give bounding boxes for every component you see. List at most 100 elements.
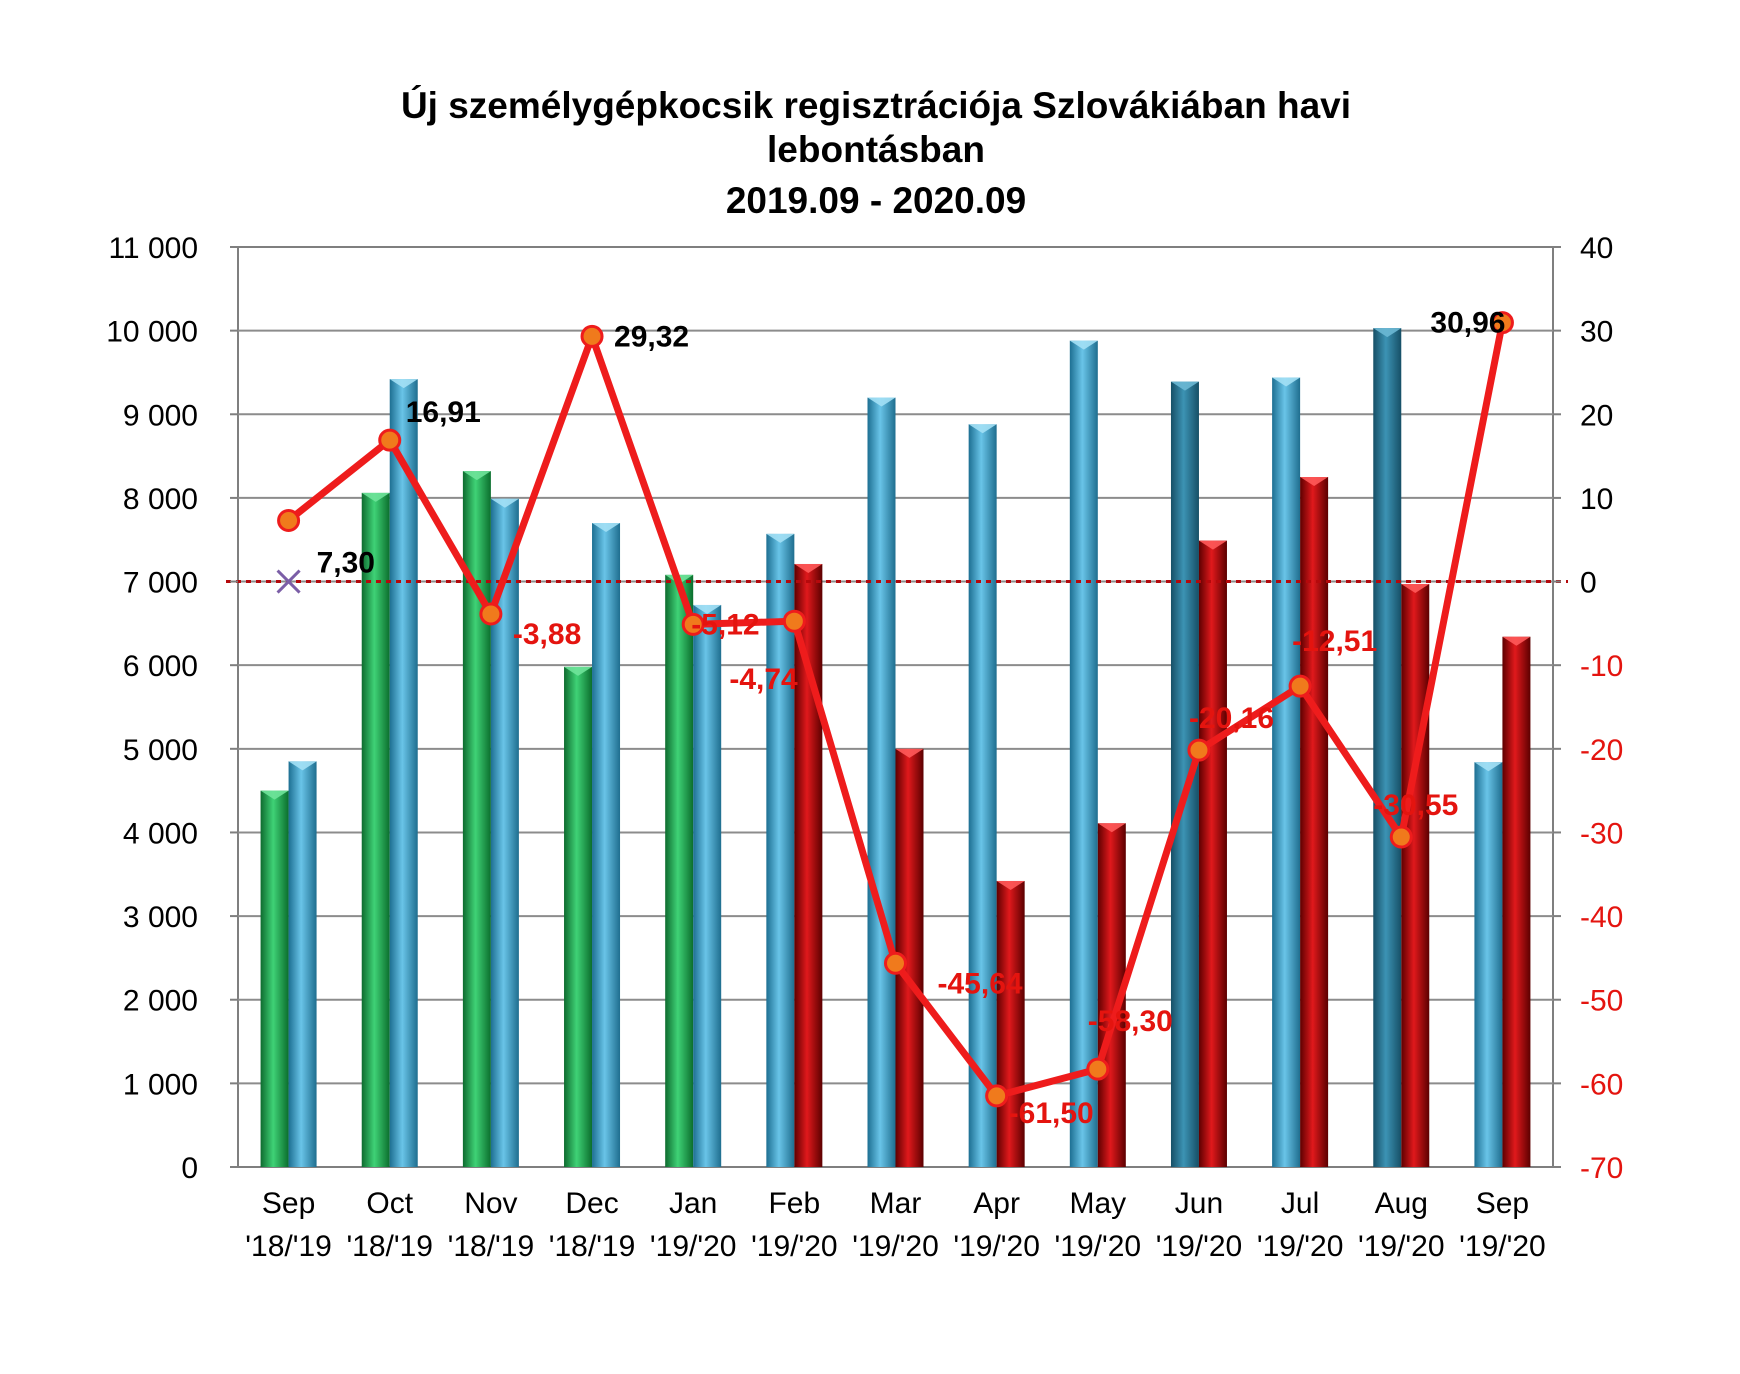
title-line-2: lebontásban	[767, 129, 985, 170]
change-marker	[1086, 1057, 1110, 1081]
change-data-label: -30,55	[1373, 789, 1458, 822]
bar-body	[1272, 377, 1301, 1167]
x-month-label: Dec	[565, 1187, 618, 1220]
change-data-label: -4,74	[729, 663, 798, 696]
bar-cap	[1198, 540, 1227, 550]
cross-marker	[276, 569, 301, 594]
change-marker	[1187, 738, 1211, 762]
x-year-label: '19/'20	[953, 1230, 1040, 1263]
bar-body	[1300, 477, 1329, 1167]
change-data-label: -20,16	[1189, 702, 1274, 735]
x-month-label: Feb	[768, 1187, 820, 1220]
x-month-label: Nov	[464, 1187, 517, 1220]
change-marker	[479, 602, 503, 626]
bar-cap	[361, 492, 390, 502]
bar-body	[665, 574, 694, 1167]
change-marker	[782, 609, 806, 633]
y-right-tick-label: -20	[1580, 734, 1623, 767]
bar-cap	[794, 563, 823, 573]
change-marker	[378, 428, 402, 452]
bar-curr	[794, 563, 823, 1167]
data-labels: 7,30 16,91 -3,88 29,32 -5,12 -4,74 -45,64 -61,5…	[317, 307, 1506, 1130]
bar-curr	[1300, 477, 1329, 1167]
bar-prev	[766, 533, 795, 1167]
change-data-label: 7,30	[317, 546, 375, 579]
bar-cap	[490, 498, 519, 508]
y-left-tick-label: 7 000	[123, 567, 198, 600]
y-left-tick-label: 0	[181, 1152, 198, 1185]
change-marker	[1288, 674, 1312, 698]
x-month-label: Jun	[1175, 1187, 1223, 1220]
y-left-tick-label: 6 000	[123, 650, 198, 683]
bar-prev	[1069, 340, 1098, 1167]
y-left-tick-label: 4 000	[123, 817, 198, 850]
y-right-tick-label: -40	[1580, 901, 1623, 934]
change-data-label: -61,50	[1009, 1097, 1094, 1130]
bar-cap	[260, 790, 289, 800]
y-right-tick-label: 10	[1580, 483, 1613, 516]
change-data-label: -45,64	[938, 967, 1023, 1000]
y-right-tick-label: -30	[1580, 817, 1623, 850]
bar-body	[794, 563, 823, 1167]
bar-cap	[389, 379, 418, 389]
title-line-1: Új személygépkocsik regisztrációja Szlov…	[401, 84, 1351, 126]
bar-prev	[665, 574, 694, 1167]
x-year-label: '19/'20	[751, 1230, 838, 1263]
x-month-label: Sep	[262, 1187, 315, 1220]
change-line	[276, 311, 1514, 1108]
x-year-label: '19/'20	[650, 1230, 737, 1263]
bar-prev	[361, 492, 390, 1168]
change-marker	[277, 508, 301, 532]
bar-cap	[1272, 377, 1301, 387]
y-left-tick-label: 11 000	[108, 232, 198, 265]
bar-cap	[1170, 381, 1199, 391]
bar-body	[1502, 636, 1531, 1167]
bar-curr	[693, 604, 722, 1167]
x-year-label: '18/'19	[448, 1230, 535, 1263]
bar-cap	[1069, 340, 1098, 350]
x-year-label: '18/'19	[549, 1230, 636, 1263]
x-year-label: '19/'20	[1358, 1230, 1445, 1263]
y-left-tick-label: 10 000	[106, 316, 198, 349]
bar-prev	[968, 424, 997, 1167]
x-year-label: '18/'19	[245, 1230, 332, 1263]
bar-cap	[564, 666, 593, 676]
change-data-label: 16,91	[406, 396, 481, 429]
bar-curr	[996, 880, 1025, 1167]
bar-cap	[693, 604, 722, 614]
bar-body	[361, 492, 390, 1168]
bar-cap	[462, 471, 491, 481]
x-year-label: '19/'20	[1257, 1230, 1344, 1263]
x-year-label: '18/'19	[346, 1230, 433, 1263]
bar-cap	[1300, 477, 1329, 486]
bar-prev	[564, 666, 593, 1167]
bar-body	[1198, 540, 1227, 1167]
bar-body	[1474, 762, 1503, 1167]
change-marker	[1490, 311, 1514, 335]
bar-cap	[996, 880, 1025, 890]
x-month-label: Oct	[366, 1187, 413, 1220]
bar-body	[693, 604, 722, 1167]
y-left-tick-label: 5 000	[123, 734, 198, 767]
x-month-label: Apr	[973, 1187, 1020, 1220]
bar-curr	[288, 761, 317, 1167]
bar-curr	[1198, 540, 1227, 1167]
bar-prev	[867, 397, 896, 1168]
change-data-label: -12,51	[1292, 625, 1377, 658]
y-left-tick-label: 3 000	[123, 901, 198, 934]
bar-body	[288, 761, 317, 1167]
bar-cap	[1097, 823, 1126, 833]
bar-cap	[1373, 328, 1402, 338]
change-marker	[884, 951, 907, 975]
change-data-label: -3,88	[513, 618, 581, 651]
bar-body	[996, 880, 1025, 1167]
bars	[260, 328, 1531, 1168]
bar-cap	[1474, 762, 1503, 772]
bar-prev	[1272, 377, 1301, 1167]
y-right-tick-label: 20	[1580, 399, 1613, 432]
bar-cap	[968, 424, 997, 434]
bar-body	[867, 397, 896, 1168]
x-month-label: Aug	[1375, 1187, 1428, 1220]
change-marker	[580, 324, 604, 348]
change-data-label: -5,12	[691, 608, 759, 641]
